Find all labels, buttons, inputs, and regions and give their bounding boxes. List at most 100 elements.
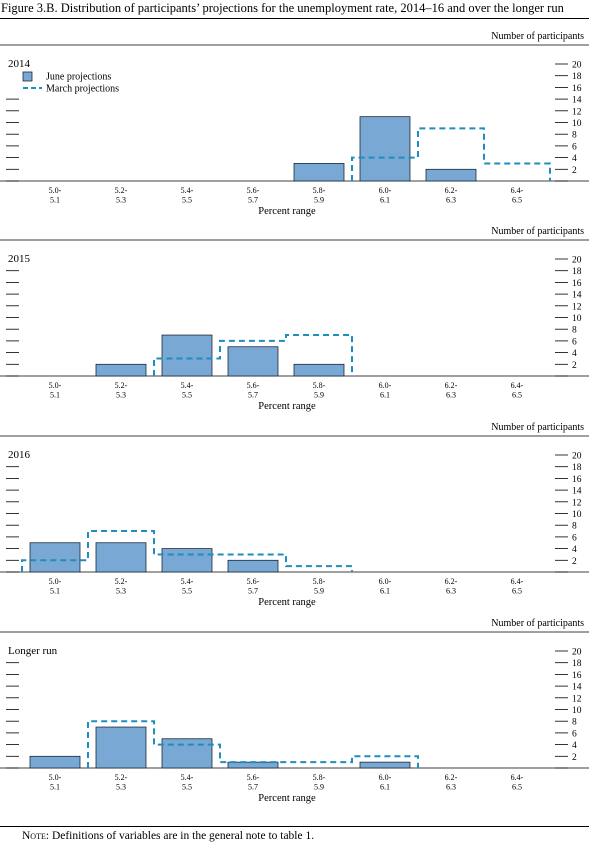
y-tick-label: 14: [572, 683, 582, 693]
june-bar: [227, 559, 279, 573]
y-tick-label: 4: [572, 154, 577, 164]
x-tick-label: 5.0-5.1: [49, 773, 62, 792]
y-tick-label: 12: [572, 498, 582, 508]
y-tick-label: 4: [572, 741, 577, 751]
y-tick-label: 20: [572, 61, 582, 71]
x-tick-label: 5.4-5.5: [181, 577, 194, 596]
y-tick-label: 4: [572, 349, 577, 359]
x-tick-label: 5.2-5.3: [115, 773, 128, 792]
x-tick-label: 6.0-6.1: [379, 773, 392, 792]
panel-0: 5.0-5.1 5.2-5.3 5.4-5.5 5.6-5.7 5.8-5.9 6.0-6…: [0, 44, 589, 205]
y-tick-label: 6: [572, 533, 577, 543]
x-axis-label: Percent range: [258, 401, 316, 412]
june-bar: [293, 363, 345, 377]
y-tick-label: 18: [572, 72, 582, 82]
june-bar: [425, 168, 477, 182]
title-backing: [5, 644, 65, 656]
footnote: Note: Definitions of variables are in th…: [22, 830, 314, 842]
june-bar: [95, 726, 147, 769]
y-tick-label: 14: [572, 96, 582, 106]
y-tick-label: 2: [572, 753, 577, 763]
footer-rule: [0, 826, 589, 827]
y-tick-label: 18: [572, 463, 582, 473]
x-tick-label: 5.2-5.3: [115, 577, 128, 596]
x-tick-label: 5.4-5.5: [181, 381, 194, 400]
x-tick-label: 5.8-5.9: [313, 381, 326, 400]
june-bar: [29, 755, 81, 769]
y-axis-label: Number of participants: [491, 226, 584, 237]
y-tick-label: 2: [572, 361, 577, 371]
y-tick-label: 2: [572, 166, 577, 176]
y-tick-label: 14: [572, 291, 582, 301]
march-outline: [21, 530, 353, 572]
june-bar: [161, 738, 213, 769]
y-tick-label: 6: [572, 337, 577, 347]
june-bar: [161, 548, 213, 573]
title-backing: [5, 252, 65, 264]
x-tick-label: 5.8-5.9: [313, 773, 326, 792]
legend-june-label: June projections: [46, 72, 111, 83]
x-tick-label: 5.2-5.3: [115, 381, 128, 400]
panel-title: Longer run: [8, 645, 58, 657]
june-bar: [29, 542, 81, 573]
x-tick-label: 6.2-6.3: [445, 577, 458, 596]
y-tick-label: 8: [572, 326, 577, 336]
y-tick-label: 18: [572, 659, 582, 669]
x-tick-label: 5.0-5.1: [49, 186, 62, 205]
march-outline: [87, 720, 419, 768]
y-tick-label: 4: [572, 545, 577, 555]
legend-june-swatch: [22, 71, 33, 82]
note-label: Note:: [22, 830, 50, 842]
y-tick-label: 12: [572, 107, 582, 117]
x-tick-label: 6.4-6.5: [511, 186, 524, 205]
y-tick-label: 14: [572, 487, 582, 497]
y-tick-label: 20: [572, 648, 582, 658]
x-tick-label: 5.4-5.5: [181, 186, 194, 205]
x-tick-label: 5.4-5.5: [181, 773, 194, 792]
panel-title: 2016: [8, 449, 31, 461]
y-tick-label: 10: [572, 314, 582, 324]
march-outline: [351, 127, 551, 181]
june-bar: [95, 542, 147, 573]
x-tick-label: 6.4-6.5: [511, 773, 524, 792]
x-tick-label: 5.6-5.7: [247, 773, 260, 792]
june-bar: [161, 334, 213, 377]
x-tick-label: 5.6-5.7: [247, 186, 260, 205]
y-tick-label: 16: [572, 279, 582, 289]
y-tick-label: 6: [572, 142, 577, 152]
panel-1: 5.0-5.1 5.2-5.3 5.4-5.5 5.6-5.7 5.8-5.9 6.0-6…: [0, 239, 589, 400]
y-axis-label: Number of participants: [491, 618, 584, 629]
x-tick-label: 6.0-6.1: [379, 186, 392, 205]
x-tick-label: 5.6-5.7: [247, 381, 260, 400]
y-tick-label: 8: [572, 131, 577, 141]
x-axis-label: Percent range: [258, 793, 316, 804]
x-tick-label: 6.0-6.1: [379, 577, 392, 596]
y-tick-label: 2: [572, 557, 577, 567]
y-tick-label: 8: [572, 718, 577, 728]
y-tick-label: 10: [572, 510, 582, 520]
title-backing: [5, 57, 65, 69]
panel-3: 5.0-5.1 5.2-5.3 5.4-5.5 5.6-5.7 5.8-5.9 6.0-6…: [0, 631, 589, 792]
x-tick-label: 6.4-6.5: [511, 577, 524, 596]
panel-2: 5.0-5.1 5.2-5.3 5.4-5.5 5.6-5.7 5.8-5.9 6.0-6…: [0, 435, 589, 596]
y-tick-label: 12: [572, 694, 582, 704]
x-tick-label: 5.6-5.7: [247, 577, 260, 596]
y-tick-label: 16: [572, 671, 582, 681]
figure-title: Figure 3.B. Distribution of participants…: [1, 1, 564, 15]
y-tick-label: 10: [572, 706, 582, 716]
y-tick-label: 16: [572, 84, 582, 94]
x-tick-label: 5.0-5.1: [49, 577, 62, 596]
y-tick-label: 20: [572, 256, 582, 266]
panel-title: 2015: [8, 253, 31, 265]
x-tick-label: 6.2-6.3: [445, 381, 458, 400]
june-bar: [95, 363, 147, 377]
june-bar: [227, 346, 279, 377]
x-axis-label: Percent range: [258, 597, 316, 608]
title-backing: [5, 448, 65, 460]
y-tick-label: 20: [572, 452, 582, 462]
june-bar: [359, 116, 411, 182]
legend-march-label: March projections: [46, 84, 119, 95]
june-bar: [359, 761, 411, 769]
y-tick-label: 12: [572, 302, 582, 312]
